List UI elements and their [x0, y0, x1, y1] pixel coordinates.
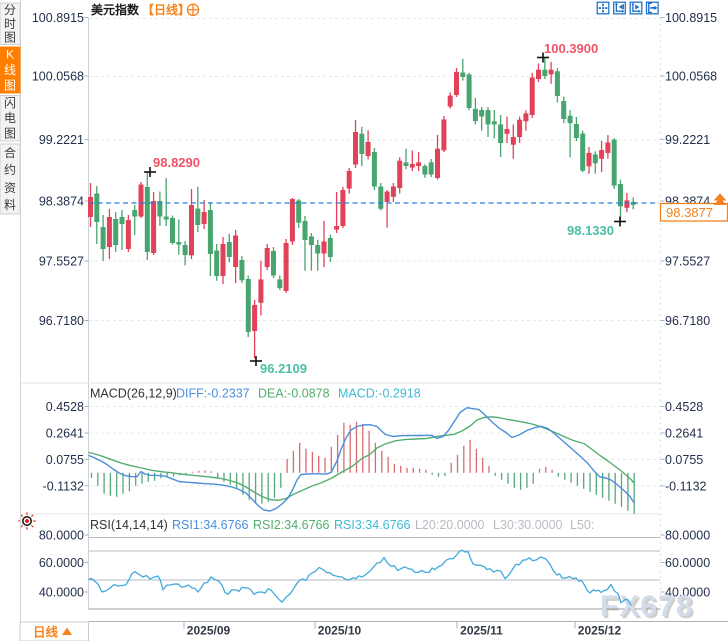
svg-text:80.0000: 80.0000	[665, 529, 710, 543]
svg-text:分: 分	[4, 3, 16, 17]
svg-text:时: 时	[4, 17, 16, 31]
svg-text:97.5527: 97.5527	[39, 255, 84, 269]
svg-text:100.8915: 100.8915	[665, 11, 717, 25]
svg-text:图: 图	[4, 126, 16, 140]
svg-text:100.0568: 100.0568	[32, 70, 84, 84]
svg-text:96.7180: 96.7180	[39, 314, 84, 328]
svg-text:97.5527: 97.5527	[665, 255, 710, 269]
svg-text:2025/10: 2025/10	[318, 624, 362, 638]
svg-text:图: 图	[4, 31, 16, 45]
svg-text:0.0755: 0.0755	[46, 453, 84, 467]
svg-text:FX678: FX678	[600, 590, 693, 623]
svg-text:0.2641: 0.2641	[665, 427, 703, 441]
svg-text:MACD(26,12,9): MACD(26,12,9)	[90, 387, 177, 401]
svg-text:FX678: FX678	[602, 592, 695, 625]
svg-text:100.3900: 100.3900	[544, 41, 598, 56]
svg-text:K: K	[6, 48, 14, 62]
svg-text:0.4528: 0.4528	[46, 400, 84, 414]
svg-text:美元指数: 美元指数	[91, 2, 140, 17]
svg-text:RSI1:34.6766: RSI1:34.6766	[172, 518, 248, 532]
svg-text:0.4528: 0.4528	[665, 400, 703, 414]
svg-text:99.2221: 99.2221	[665, 133, 710, 147]
svg-text:98.3877: 98.3877	[666, 205, 713, 220]
svg-text:40.0000: 40.0000	[665, 586, 710, 600]
svg-text:60.0000: 60.0000	[665, 556, 710, 570]
svg-text:图: 图	[4, 78, 16, 92]
svg-text:约: 约	[4, 162, 16, 177]
svg-text:日线: 日线	[33, 625, 59, 640]
svg-text:0.0755: 0.0755	[665, 453, 703, 467]
svg-text:L50:: L50:	[570, 518, 594, 532]
svg-text:99.2221: 99.2221	[39, 133, 84, 147]
svg-text:电: 电	[4, 111, 16, 125]
svg-text:60.0000: 60.0000	[39, 556, 84, 570]
svg-text:100.0568: 100.0568	[665, 70, 717, 84]
svg-text:98.3874: 98.3874	[39, 195, 84, 209]
svg-text:2025/09: 2025/09	[187, 624, 231, 638]
svg-text:98.1330: 98.1330	[567, 223, 614, 238]
svg-text:40.0000: 40.0000	[39, 586, 84, 600]
svg-text:RSI2:34.6766: RSI2:34.6766	[253, 518, 329, 532]
svg-text:2025/11: 2025/11	[460, 624, 503, 638]
svg-text:80.0000: 80.0000	[39, 529, 84, 543]
svg-text:DIFF:-0.2337: DIFF:-0.2337	[176, 387, 250, 401]
svg-text:合: 合	[4, 145, 16, 160]
svg-text:MACD:-0.2918: MACD:-0.2918	[338, 387, 421, 401]
svg-text:2025/12: 2025/12	[578, 624, 622, 638]
svg-text:-0.1132: -0.1132	[665, 479, 707, 493]
svg-text:96.7180: 96.7180	[665, 314, 710, 328]
svg-text:-0.1132: -0.1132	[43, 479, 85, 493]
svg-text:RSI(14,14,14): RSI(14,14,14)	[90, 518, 168, 532]
svg-text:100.8915: 100.8915	[32, 11, 84, 25]
svg-text:96.2109: 96.2109	[260, 361, 307, 376]
svg-text:料: 料	[4, 198, 16, 212]
svg-text:L30:30.0000: L30:30.0000	[493, 518, 563, 532]
svg-text:资: 资	[4, 181, 16, 195]
svg-text:L20:20.0000: L20:20.0000	[415, 518, 485, 532]
svg-text:闪: 闪	[4, 96, 16, 110]
svg-text:RSI3:34.6766: RSI3:34.6766	[334, 518, 410, 532]
svg-text:98.8290: 98.8290	[153, 155, 200, 170]
svg-text:线: 线	[4, 63, 16, 77]
svg-text:DEA:-0.0878: DEA:-0.0878	[258, 387, 330, 401]
svg-text:0.2641: 0.2641	[46, 427, 84, 441]
svg-text:【日线】: 【日线】	[142, 2, 190, 17]
